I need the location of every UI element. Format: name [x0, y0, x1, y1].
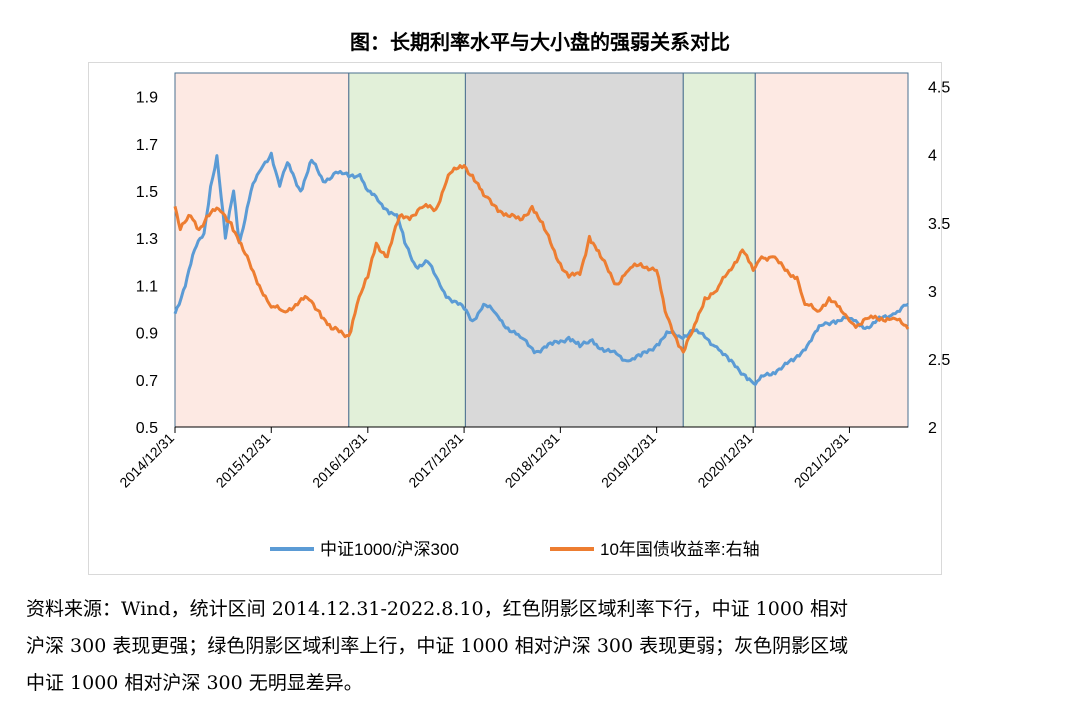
x-tick-label: 2015/12/31: [213, 430, 274, 491]
y-left-tick-label: 1.1: [136, 278, 158, 295]
source-note-line-3: 中证 1000 相对沪深 300 无明显差异。: [26, 672, 363, 694]
series-line-yield: [173, 164, 910, 354]
y-right-tick-label: 2: [928, 420, 937, 437]
y-right-tick-label: 4.5: [928, 80, 950, 97]
y-left-tick-label: 1.3: [136, 231, 158, 248]
legend-label-ratio: 中证1000/沪深300: [320, 540, 459, 559]
series-line-ratio: [173, 151, 909, 386]
chart-title: 图：长期利率水平与大小盘的强弱关系对比: [350, 30, 730, 54]
y-right-tick-label: 4: [928, 148, 937, 165]
source-note-line-1: 资料来源：Wind，统计区间 2014.12.31-2022.8.10，红色阴影…: [26, 598, 849, 620]
source-note-line-2: 沪深 300 表现更强；绿色阴影区域利率上行，中证 1000 相对沪深 300 …: [26, 635, 849, 657]
x-tick-label: 2017/12/31: [405, 430, 466, 491]
x-tick-label: 2018/12/31: [502, 430, 563, 491]
y-right-tick-label: 3: [928, 284, 937, 301]
y-left-tick-label: 0.5: [136, 420, 158, 437]
x-tick-label: 2021/12/31: [791, 430, 852, 491]
shaded-region-red: [174, 72, 350, 428]
series-lines: [173, 151, 910, 386]
x-tick-label: 2016/12/31: [309, 430, 370, 491]
y-left-tick-label: 0.7: [136, 373, 158, 390]
chart-frame: [88, 62, 942, 575]
shaded-region-gray: [464, 72, 684, 428]
shaded-region-green: [348, 72, 466, 428]
legend: 中证1000/沪深300 10年国债收益率:右轴: [270, 540, 760, 559]
x-tick-label: 2019/12/31: [598, 430, 659, 491]
y-left-tick-label: 1.9: [136, 90, 158, 107]
x-tick-label: 2020/12/31: [694, 430, 755, 491]
shaded-regions: [174, 72, 909, 428]
y-right-tick-label: 2.5: [928, 352, 950, 369]
y-left-tick-label: 1.7: [136, 137, 158, 154]
y-left-tick-label: 1.5: [136, 184, 158, 201]
shaded-region-red: [754, 72, 909, 428]
y-left-tick-label: 0.9: [136, 326, 158, 343]
legend-label-yield: 10年国债收益率:右轴: [600, 540, 760, 559]
x-tick-label: 2014/12/31: [116, 430, 177, 491]
y-right-tick-label: 3.5: [928, 216, 950, 233]
